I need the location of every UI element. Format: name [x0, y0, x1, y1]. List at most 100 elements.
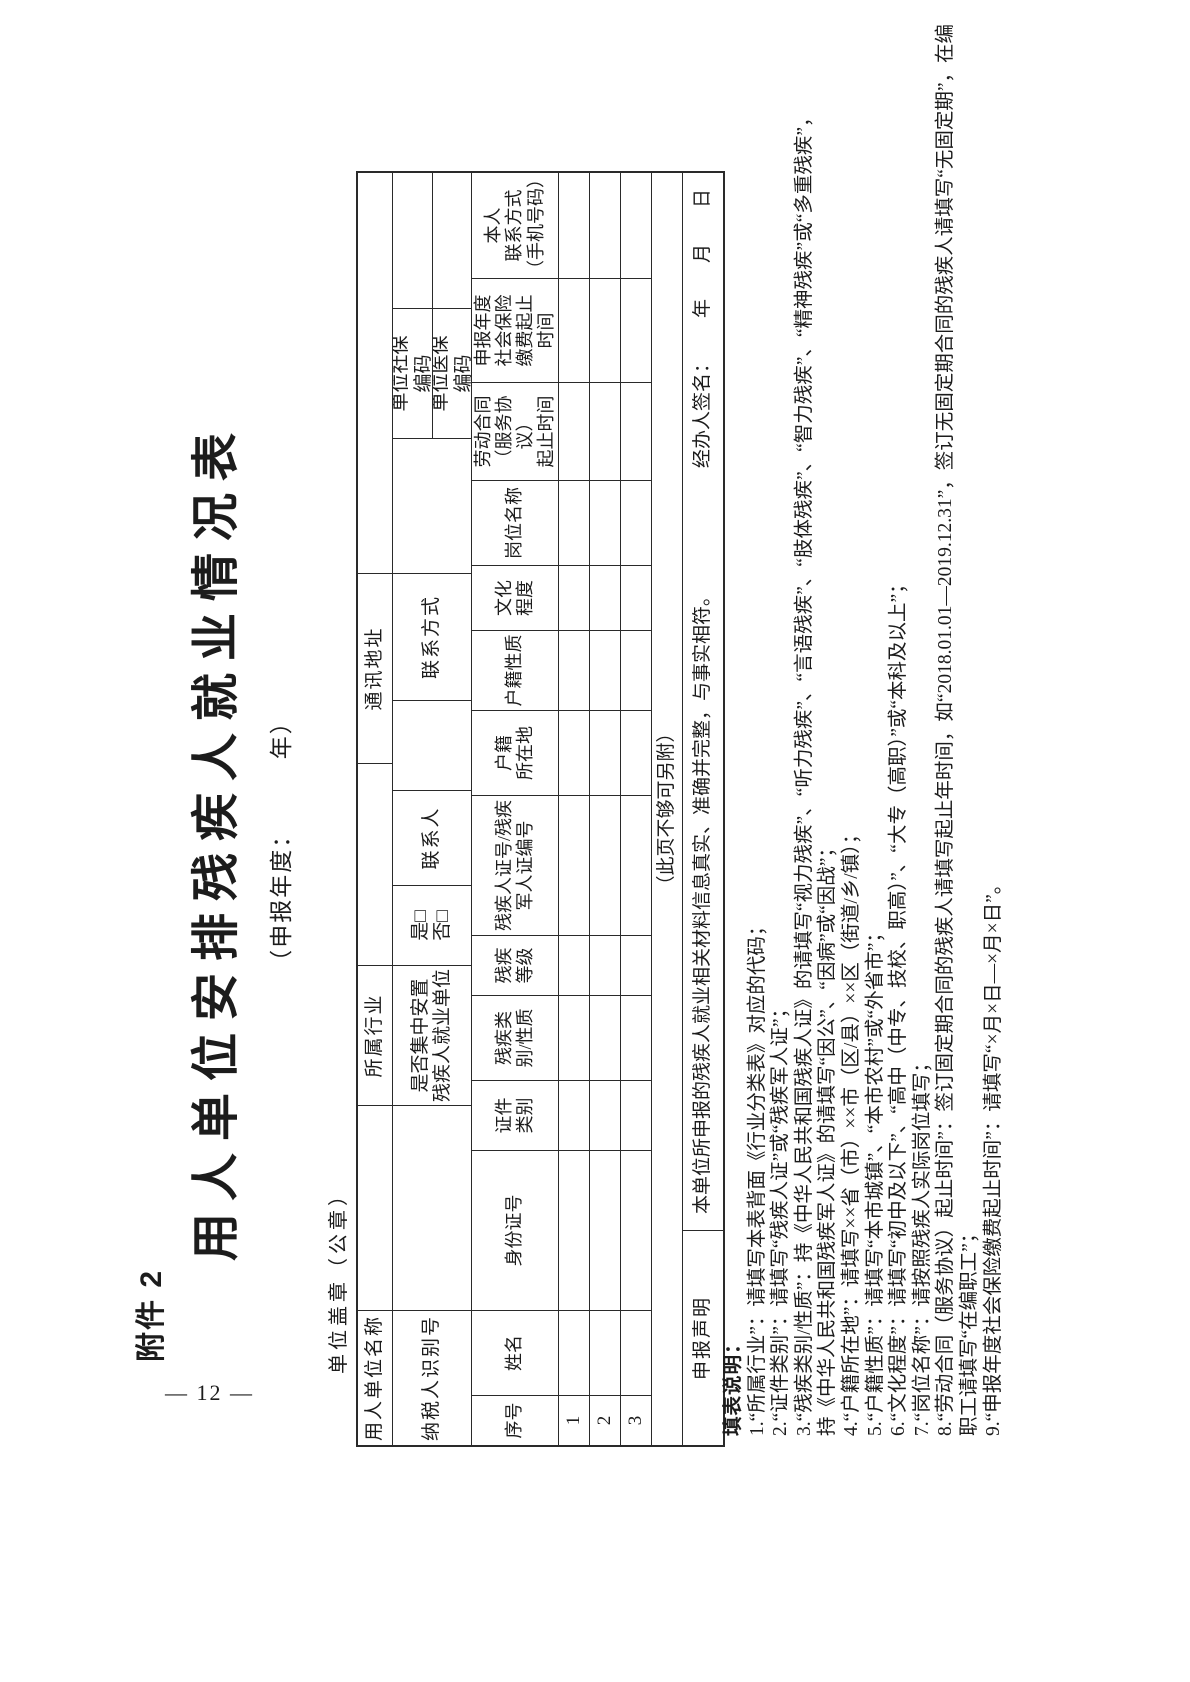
extra-page-note: （此页不够可另附）: [655, 723, 677, 895]
centralized-placement-label: 是否集中安置 残疾人就业单位: [393, 965, 471, 1105]
col-header-contract-period: 劳动合同 （服务协议） 起止时间: [472, 382, 558, 480]
address-value-cell: [358, 173, 392, 573]
social-insurance-code-label: 单位社保 编码: [393, 308, 432, 438]
table-row: 3: [621, 173, 652, 1445]
reporting-year-subtitle: （申报年度： 年）: [269, 709, 294, 973]
empty-cell: [590, 480, 620, 565]
empty-cell: [590, 382, 620, 480]
empty-cell: [559, 1310, 589, 1395]
col-header-seq: 序号: [472, 1395, 558, 1445]
instruction-line: 5.“户籍性质”：请填写“本市城镇”、“本市农村”或“外省市”；: [864, 923, 886, 1436]
empty-cell: [590, 278, 620, 382]
instruction-line: 8.“劳动合同（服务协议）起止时间”：签订固定期合同的残疾人请填写起止年时间，如…: [935, 23, 957, 1436]
empty-cell: [621, 278, 651, 382]
empty-cell: [621, 995, 651, 1080]
insurance-codes-stack: 单位社保 编码 单位医保 编码: [393, 173, 472, 438]
form-title: 用人单位安排残疾人就业情况表: [190, 421, 243, 1262]
seal-note: 单位盖章（公章）: [328, 1182, 350, 1374]
filling-instructions: 填表说明： 1.“所属行业”：请填写本表背面《行业分类表》对应的代码； 2.“证…: [722, 16, 1005, 1436]
empty-cell: [590, 1080, 620, 1150]
instructions-title: 填表说明：: [723, 1333, 744, 1436]
col-header-disability-level: 残疾 等级: [472, 935, 558, 995]
declaration-row: 申报声明 本单位所申报的残疾人就业相关材料信息真实、准确并完整，与事实相符。 经…: [683, 173, 723, 1445]
column-header-row: 序号 姓名 身份证号 证件 类别 残疾类 别/性质 残疾 等级 残疾人证号/残疾…: [472, 173, 559, 1445]
empty-cell: [559, 173, 589, 278]
signature-year: 年: [691, 299, 713, 319]
empty-cell: [590, 1150, 620, 1310]
empty-cell: [621, 710, 651, 795]
extra-page-note-row: （此页不够可另附）: [652, 173, 683, 1445]
yes-no-checkboxes: 是□ 否□: [393, 885, 471, 965]
empty-cell: [559, 278, 589, 382]
employment-form-table: 用人单位名称 所属行业 通讯地址 纳税人识别号 是否集中安置 残疾人就业单位 是…: [356, 171, 725, 1447]
empty-cell: [621, 1080, 651, 1150]
empty-cell: [590, 1310, 620, 1395]
empty-cell: [621, 382, 651, 480]
empty-cell: [559, 1150, 589, 1310]
contact-method-value-cell: [393, 438, 471, 573]
declaration-statement: 本单位所申报的残疾人就业相关材料信息真实、准确并完整，与事实相符。: [691, 586, 713, 1214]
instruction-line: 3.“残疾类别/性质”：持《中华人民共和国残疾人证》的请填写“视力残疾”、“听力…: [793, 107, 815, 1436]
empty-cell: [590, 795, 620, 935]
signature-month: 月: [691, 244, 713, 264]
row-number-cell: 1: [559, 1395, 589, 1445]
info-row-1: 用人单位名称 所属行业 通讯地址: [358, 173, 393, 1445]
row-number-cell: 3: [621, 1395, 651, 1445]
empty-cell: [559, 630, 589, 710]
empty-cell: [621, 630, 651, 710]
contact-method-label: 联系方式: [393, 573, 471, 700]
attachment-label: 附件 2: [135, 1268, 168, 1362]
instruction-line: 6.“文化程度”：请填写“初中及以下”、“高中（中专、技校、职高）”、“大专（高…: [888, 574, 910, 1436]
col-header-residence: 户籍 所在地: [472, 710, 558, 795]
empty-cell: [559, 710, 589, 795]
table-row: 2: [590, 173, 621, 1445]
empty-cell: [559, 935, 589, 995]
row-number-cell: 2: [590, 1395, 620, 1445]
employer-name-value-cell: [358, 1105, 392, 1310]
col-header-position: 岗位名称: [472, 480, 558, 565]
empty-cell: [590, 565, 620, 630]
col-header-disability-type: 残疾类 别/性质: [472, 995, 558, 1080]
empty-cell: [621, 565, 651, 630]
contact-person-value-cell: [393, 700, 471, 790]
signature-day: 日: [691, 189, 713, 209]
empty-cell: [559, 480, 589, 565]
col-header-insurance-period: 申报年度 社会保险 缴费起止 时间: [472, 278, 558, 382]
medical-insurance-code-value-cell: [433, 173, 472, 308]
col-header-education: 文化 程度: [472, 565, 558, 630]
col-header-cert-number: 残疾人证号/残疾 军人证编号: [472, 795, 558, 935]
declaration-label: 申报声明: [683, 1230, 723, 1445]
empty-cell: [621, 480, 651, 565]
empty-cell: [559, 382, 589, 480]
table-row: 1: [559, 173, 590, 1445]
empty-cell: [590, 710, 620, 795]
empty-cell: [590, 630, 620, 710]
medical-insurance-row: 单位医保 编码: [433, 173, 472, 438]
contact-person-label: 联系人: [393, 790, 471, 885]
medical-insurance-code-label: 单位医保 编码: [433, 308, 472, 438]
empty-cell: [590, 173, 620, 278]
instruction-line: 2.“证件类别”：请填写“残疾人证”或“残疾军人证”；: [770, 998, 792, 1436]
social-insurance-code-value-cell: [393, 173, 432, 308]
industry-label: 所属行业: [358, 965, 392, 1105]
employer-name-label: 用人单位名称: [358, 1310, 392, 1445]
empty-cell: [621, 795, 651, 935]
address-label: 通讯地址: [358, 573, 392, 763]
social-insurance-row: 单位社保 编码: [393, 173, 433, 438]
empty-cell: [621, 173, 651, 278]
col-header-cert-type: 证件 类别: [472, 1080, 558, 1150]
col-header-hukou-type: 户籍性质: [472, 630, 558, 710]
col-header-id-number: 身份证号: [472, 1150, 558, 1310]
taxpayer-id-label: 纳税人识别号: [393, 1310, 471, 1445]
industry-value-cell: [358, 763, 392, 965]
instruction-line: 持《中华人民共和国残疾军人证》的请填写“因公”、“因病”或“因战”；: [817, 838, 839, 1436]
declaration-content: 本单位所申报的残疾人就业相关材料信息真实、准确并完整，与事实相符。 经办人签名：…: [683, 173, 723, 1230]
instruction-line: 1.“所属行业”：请填写本表背面《行业分类表》对应的代码；: [746, 916, 768, 1436]
empty-cell: [590, 995, 620, 1080]
empty-cell: [559, 565, 589, 630]
empty-cell: [621, 935, 651, 995]
signature-label: 经办人签名：: [691, 354, 713, 469]
info-row-2: 纳税人识别号 是否集中安置 残疾人就业单位 是□ 否□ 联系人 联系方式 单位社…: [393, 173, 472, 1445]
